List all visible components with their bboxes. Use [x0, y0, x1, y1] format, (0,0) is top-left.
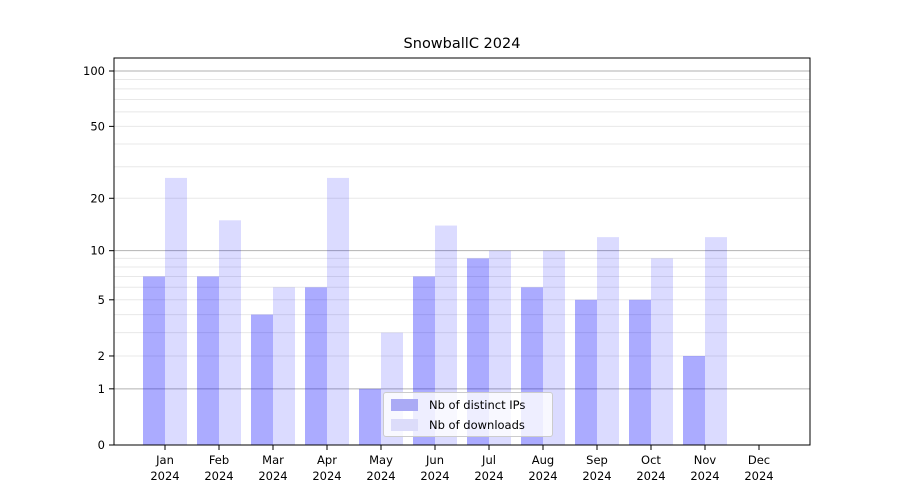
- bar-distinct-ips-may: [359, 388, 381, 445]
- y-tick-label: 10: [90, 244, 105, 258]
- bar-distinct-ips-apr: [305, 287, 327, 445]
- x-tick-label-year: 2024: [204, 469, 233, 483]
- y-tick-label: 100: [83, 64, 105, 78]
- bar-downloads-nov: [705, 237, 727, 445]
- y-tick-label: 2: [98, 349, 105, 363]
- x-tick-label-month: Mar: [262, 453, 284, 467]
- bar-distinct-ips-sep: [575, 299, 597, 445]
- bar-downloads-apr: [327, 177, 349, 446]
- y-tick-label: 1: [98, 382, 105, 396]
- axes-spines: [113, 57, 811, 446]
- x-tick-label-year: 2024: [258, 469, 287, 483]
- legend-item-downloads: Nb of downloads: [391, 418, 552, 432]
- x-tick-label-month: Sep: [586, 453, 608, 467]
- x-tick-label-month: Apr: [317, 453, 337, 467]
- legend-label-downloads: Nb of downloads: [429, 417, 525, 432]
- y-tick-label: 20: [90, 191, 105, 205]
- bar-distinct-ips-jan: [143, 276, 165, 445]
- x-tick-label-month: Aug: [532, 453, 554, 467]
- bar-downloads-jan: [165, 177, 187, 446]
- x-tick-label-year: 2024: [420, 469, 449, 483]
- chart-title: SnowballC 2024: [403, 36, 521, 52]
- x-tick-label-month: Oct: [641, 453, 661, 467]
- x-tick-label-year: 2024: [312, 469, 341, 483]
- x-tick-label-year: 2024: [528, 469, 557, 483]
- bar-distinct-ips-feb: [197, 276, 219, 445]
- legend-item-distinct-ips: Nb of distinct IPs: [391, 398, 552, 412]
- x-tick-label-year: 2024: [582, 469, 611, 483]
- bar-distinct-ips-oct: [629, 299, 651, 445]
- bar-downloads-oct: [651, 258, 673, 445]
- x-tick-label-year: 2024: [744, 469, 773, 483]
- x-tick-label-month: Feb: [209, 453, 229, 467]
- legend-swatch-downloads: [391, 418, 418, 431]
- x-tick-label-year: 2024: [690, 469, 719, 483]
- x-tick-label-month: May: [369, 453, 393, 467]
- x-tick-label-month: Dec: [748, 453, 770, 467]
- x-tick-label-year: 2024: [150, 469, 179, 483]
- x-tick-label-month: Jul: [481, 453, 496, 467]
- x-tick-label-month: Jun: [425, 453, 444, 467]
- legend: Nb of distinct IPs Nb of downloads: [383, 392, 553, 437]
- legend-label-distinct-ips: Nb of distinct IPs: [429, 397, 526, 412]
- bar-downloads-feb: [219, 220, 241, 445]
- y-tick-label: 5: [98, 293, 105, 307]
- y-tick-label: 50: [90, 119, 105, 133]
- bar-downloads-sep: [597, 237, 619, 445]
- bar-distinct-ips-nov: [683, 355, 705, 445]
- legend-swatch-distinct-ips: [391, 398, 418, 411]
- x-tick-label-year: 2024: [474, 469, 503, 483]
- bar-downloads-jun: [435, 225, 457, 445]
- y-tick-label: 0: [98, 438, 105, 452]
- x-tick-label-month: Nov: [694, 453, 717, 467]
- x-tick-label-year: 2024: [366, 469, 395, 483]
- x-tick-label-year: 2024: [636, 469, 665, 483]
- bar-downloads-mar: [273, 287, 295, 445]
- x-tick-label-month: Jan: [155, 453, 174, 467]
- bar-distinct-ips-mar: [251, 314, 273, 445]
